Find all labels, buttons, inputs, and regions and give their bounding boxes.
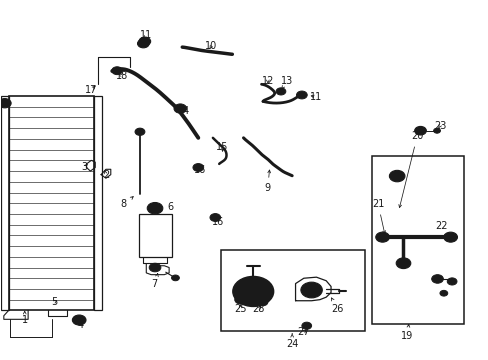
Circle shape (241, 283, 265, 300)
Circle shape (301, 322, 311, 329)
Circle shape (149, 263, 161, 272)
Text: 23: 23 (433, 121, 445, 131)
Circle shape (388, 170, 404, 182)
Circle shape (443, 232, 457, 242)
Circle shape (72, 315, 86, 325)
Circle shape (392, 173, 400, 179)
Bar (371, 157, 463, 324)
Text: 27: 27 (297, 327, 309, 337)
Circle shape (135, 128, 144, 135)
Circle shape (174, 104, 186, 113)
Text: 6: 6 (159, 202, 173, 212)
Circle shape (258, 298, 267, 306)
Circle shape (147, 203, 163, 214)
Circle shape (276, 88, 285, 95)
Text: 7: 7 (151, 274, 158, 289)
Circle shape (137, 39, 149, 48)
Circle shape (209, 213, 220, 221)
Circle shape (0, 99, 11, 108)
Text: 10: 10 (205, 41, 217, 51)
Text: 8: 8 (121, 197, 133, 209)
Text: 11: 11 (310, 92, 322, 102)
Circle shape (433, 128, 440, 133)
Text: 12: 12 (261, 76, 273, 86)
Text: 21: 21 (371, 199, 385, 234)
Bar (1, 96, 9, 310)
Text: 16: 16 (193, 165, 205, 175)
Circle shape (431, 275, 443, 283)
Text: 28: 28 (251, 304, 264, 314)
Text: 11: 11 (140, 30, 152, 40)
Text: 1: 1 (21, 311, 28, 325)
Circle shape (171, 275, 179, 281)
Text: 24: 24 (285, 334, 298, 349)
Bar (9, 96, 94, 310)
Bar (221, 250, 364, 331)
Text: 5: 5 (51, 297, 57, 307)
Circle shape (300, 282, 322, 298)
Text: 25: 25 (234, 304, 246, 314)
Text: 13: 13 (281, 76, 293, 89)
Circle shape (76, 318, 82, 323)
Circle shape (414, 126, 426, 135)
Circle shape (139, 37, 150, 46)
Text: 26: 26 (331, 298, 344, 314)
Text: 2: 2 (102, 170, 109, 180)
Circle shape (375, 232, 388, 242)
Text: 22: 22 (434, 221, 447, 237)
Text: 19: 19 (401, 324, 413, 342)
Bar (138, 214, 171, 257)
Circle shape (439, 291, 447, 296)
Circle shape (395, 258, 410, 269)
Text: 14: 14 (177, 107, 189, 116)
Text: 18: 18 (116, 71, 128, 81)
Text: 16: 16 (211, 217, 224, 227)
Text: 17: 17 (85, 85, 97, 95)
Circle shape (232, 276, 273, 306)
Circle shape (447, 278, 456, 285)
Text: 15: 15 (216, 142, 228, 152)
Text: 9: 9 (264, 170, 270, 193)
Circle shape (234, 296, 246, 304)
Bar (94, 96, 102, 310)
Circle shape (112, 67, 122, 75)
Text: 20: 20 (398, 131, 423, 208)
Text: 4: 4 (77, 320, 83, 330)
Text: 3: 3 (81, 162, 87, 172)
Circle shape (417, 129, 422, 132)
Circle shape (193, 163, 203, 171)
Circle shape (296, 91, 306, 99)
